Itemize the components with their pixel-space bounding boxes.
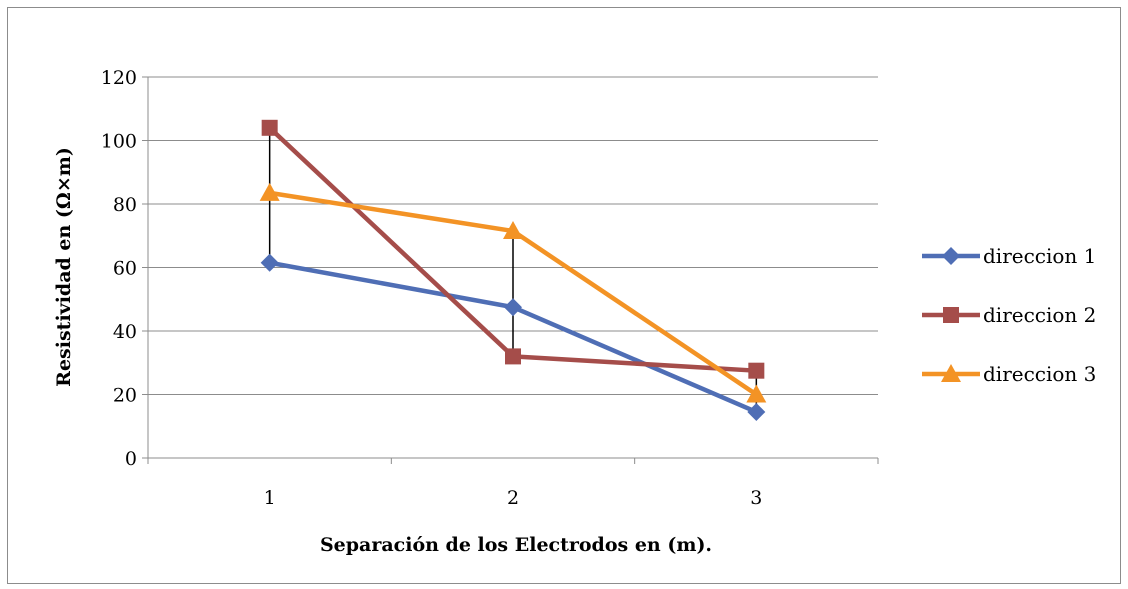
y-axis-title: Resistividad en (Ω×m) bbox=[53, 147, 75, 387]
legend-item-2: direccion 2 bbox=[922, 303, 1096, 327]
y-tick-label: 80 bbox=[113, 194, 137, 216]
axes bbox=[142, 76, 879, 464]
data-point-series-1 bbox=[260, 253, 279, 272]
data-point-series-1 bbox=[747, 402, 766, 421]
data-point-series-3 bbox=[503, 220, 523, 239]
y-tick-label: 40 bbox=[113, 321, 137, 343]
legend-marker bbox=[942, 247, 960, 265]
data-point-series-2 bbox=[261, 119, 278, 136]
legend-label: direccion 3 bbox=[983, 362, 1096, 386]
legend-item-1: direccion 1 bbox=[922, 244, 1096, 268]
x-axis-title: Separación de los Electrodos en (m). bbox=[320, 534, 712, 556]
legend-label: direccion 1 bbox=[983, 244, 1096, 268]
x-tick-label: 1 bbox=[264, 487, 276, 509]
data-point-series-2 bbox=[748, 362, 765, 379]
y-tick-label: 100 bbox=[101, 131, 137, 153]
legend-label: direccion 2 bbox=[983, 303, 1096, 327]
y-tick-labels: 0 20 40 60 80 100 120 bbox=[101, 67, 137, 470]
legend-item-3: direccion 3 bbox=[922, 362, 1096, 386]
y-tick-label: 20 bbox=[113, 385, 137, 407]
y-tick-label: 0 bbox=[125, 448, 137, 470]
data-point-series-3 bbox=[259, 182, 280, 201]
x-tick-label: 3 bbox=[750, 487, 762, 509]
legend-marker bbox=[941, 364, 961, 382]
legend: direccion 1 direccion 2 direccion 3 bbox=[922, 244, 1096, 386]
y-tick-label: 60 bbox=[113, 258, 137, 280]
series-markers bbox=[259, 119, 767, 421]
legend-marker bbox=[943, 307, 959, 323]
x-tick-label: 2 bbox=[507, 487, 519, 509]
x-tick-labels: 1 2 3 bbox=[264, 487, 763, 509]
chart-border bbox=[7, 7, 1121, 584]
data-point-series-2 bbox=[505, 348, 521, 365]
data-point-series-1 bbox=[504, 298, 522, 317]
data-point-series-3 bbox=[746, 384, 767, 403]
y-tick-label: 120 bbox=[101, 67, 137, 89]
